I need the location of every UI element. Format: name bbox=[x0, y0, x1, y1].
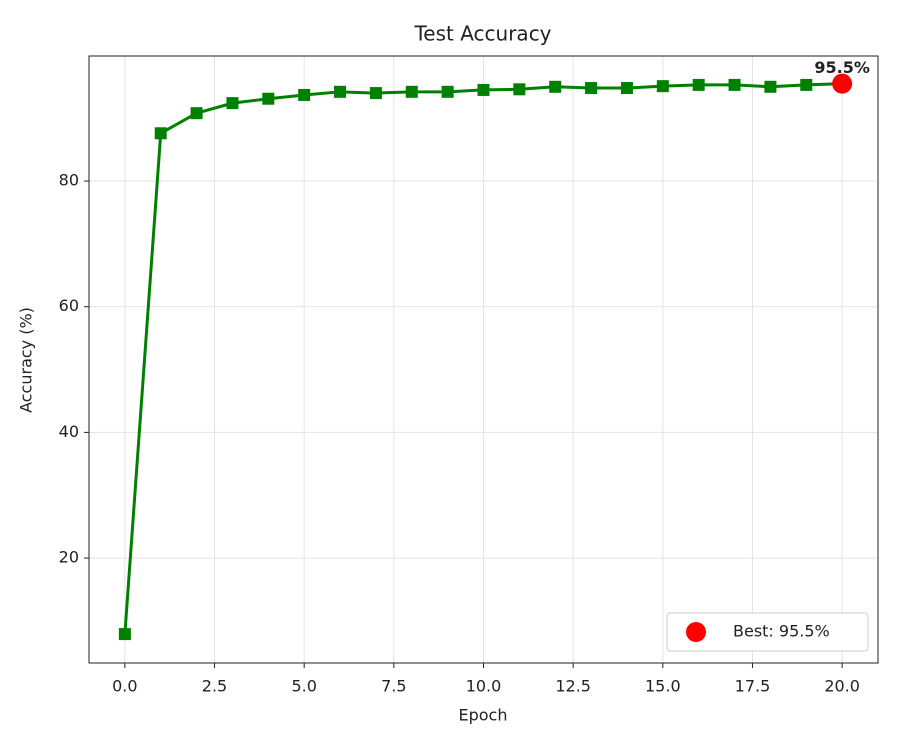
legend-box bbox=[666, 612, 869, 652]
marker bbox=[190, 107, 203, 120]
marker bbox=[118, 628, 131, 641]
plot-frame bbox=[88, 55, 879, 664]
marker bbox=[728, 78, 741, 91]
marker bbox=[620, 82, 633, 95]
marker bbox=[154, 127, 167, 140]
marker bbox=[405, 85, 418, 98]
marker bbox=[800, 78, 813, 91]
x-tick-label: 7.5 bbox=[381, 677, 406, 696]
legend-marker bbox=[686, 622, 706, 642]
x-tick-label: 10.0 bbox=[466, 677, 502, 696]
marker bbox=[692, 78, 705, 91]
y-tick-label: 80 bbox=[59, 171, 79, 190]
marker bbox=[226, 97, 239, 110]
x-tick-label: 15.0 bbox=[645, 677, 681, 696]
x-tick-label: 0.0 bbox=[112, 677, 137, 696]
legend-label: Best: 95.5% bbox=[733, 622, 830, 641]
marker bbox=[298, 88, 311, 101]
value-label: 95.5% bbox=[814, 58, 870, 77]
marker bbox=[441, 85, 454, 98]
marker bbox=[585, 82, 598, 95]
marker bbox=[477, 83, 490, 96]
y-tick-label: 20 bbox=[59, 548, 79, 567]
marker bbox=[764, 80, 777, 93]
chart-title: Test Accuracy bbox=[413, 22, 551, 46]
marker bbox=[513, 83, 526, 96]
x-tick-label: 20.0 bbox=[824, 677, 860, 696]
x-axis-label: Epoch bbox=[459, 706, 508, 725]
marker bbox=[549, 80, 562, 93]
y-tick-label: 60 bbox=[59, 296, 79, 315]
marker bbox=[262, 92, 275, 105]
marker bbox=[334, 85, 347, 98]
marker bbox=[369, 87, 382, 100]
x-tick-label: 5.0 bbox=[291, 677, 316, 696]
y-tick-label: 40 bbox=[59, 422, 79, 441]
x-tick-label: 17.5 bbox=[735, 677, 771, 696]
x-tick-label: 12.5 bbox=[555, 677, 591, 696]
x-tick-label: 2.5 bbox=[202, 677, 227, 696]
y-axis-label: Accuracy (%) bbox=[17, 307, 36, 413]
marker bbox=[656, 80, 669, 93]
best-point bbox=[832, 73, 853, 94]
